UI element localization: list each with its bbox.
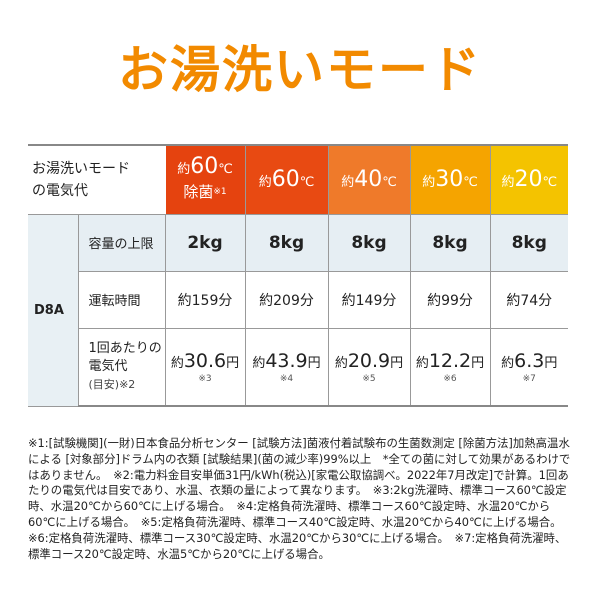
column-header-60: 約60℃ [244, 144, 329, 215]
cost-value: 30.6 [183, 349, 227, 372]
table-row-cost: 1回あたりの 電気代 (目安)※2 約30.6円 ※3 約43.9円 ※4 約20.9円… [28, 327, 568, 407]
prefix: 約 [258, 175, 272, 191]
temp: 30 [435, 167, 464, 193]
unit: 円 [471, 355, 485, 371]
cell: 約99分 [409, 270, 491, 329]
prefix: 約 [177, 162, 191, 178]
unit: ℃ [542, 175, 558, 191]
row-label: 運転時間 [77, 270, 166, 329]
cell: 8kg [409, 213, 491, 272]
prefix: 約 [501, 355, 515, 371]
temp: 60 [271, 167, 300, 193]
note-ref: ※1 [213, 187, 227, 198]
row-label: 容量の上限 [77, 213, 166, 272]
prefix: 約 [415, 355, 429, 371]
cell: 約12.2円 ※6 [409, 327, 491, 407]
model-name: D8A [28, 213, 79, 407]
row-label-line-2: 電気代 [88, 358, 128, 374]
row-label-line-3: (目安)※2 [88, 377, 136, 391]
table-row-capacity: D8A 容量の上限 2kg 8kg 8kg 8kg 8kg [28, 213, 568, 407]
note-ref: ※6 [443, 373, 457, 384]
header-label: お湯洗いモード の電気代 [28, 144, 165, 215]
row-label: 1回あたりの 電気代 (目安)※2 [77, 327, 166, 407]
table-row-run-time: 運転時間 約159分 約209分 約149分 約99分 約74分 [28, 270, 568, 329]
note-ref: ※3 [198, 373, 212, 384]
note-ref: ※7 [522, 373, 536, 384]
cost-value: 43.9 [265, 349, 308, 372]
column-header-60-sterilize: 約60℃ 除菌※1 [164, 144, 246, 215]
cell: 約149分 [327, 270, 411, 329]
cell: 約20.9円 ※5 [327, 327, 411, 407]
note-ref: ※4 [279, 373, 294, 384]
cell: 8kg [327, 213, 411, 272]
prefix: 約 [422, 175, 436, 191]
unit: 円 [544, 355, 558, 371]
prefix: 約 [170, 355, 184, 371]
cost-value: 6.3 [514, 349, 545, 372]
prefix: 約 [501, 175, 515, 191]
cell: 約159分 [164, 270, 246, 329]
cell: 約30.6円 ※3 [164, 327, 246, 407]
cost-value: 20.9 [347, 349, 391, 372]
cell: 約209分 [244, 270, 329, 329]
footnotes: ※1:[試験機関](一財)日本食品分析センター [試験方法]菌液付着試験布の生菌… [28, 436, 571, 561]
prefix: 約 [252, 355, 266, 371]
temp: 40 [354, 167, 383, 193]
cell: 8kg [244, 213, 329, 272]
cell: 約6.3円 ※7 [489, 327, 568, 407]
unit: ℃ [218, 162, 233, 178]
note-ref: ※5 [362, 373, 376, 384]
unit: ℃ [299, 175, 315, 191]
temp: 60 [190, 154, 219, 180]
unit: ℃ [463, 175, 478, 191]
cost-value: 12.2 [428, 349, 472, 372]
unit: ℃ [382, 175, 397, 191]
cell: 約43.9円 ※4 [244, 327, 329, 407]
header-label-line-2: の電気代 [32, 182, 88, 199]
prefix: 約 [334, 355, 348, 371]
sterilize-label: 除菌 [183, 183, 214, 202]
cell: 2kg [164, 213, 246, 272]
column-header-30: 約30℃ [409, 144, 491, 215]
page-title: お湯洗いモード [118, 41, 482, 99]
column-header-20: 約20℃ [489, 144, 568, 215]
electricity-cost-table: お湯洗いモード の電気代 約60℃ 除菌※1 約60℃ 約40℃ 約30℃ 約20℃… [28, 144, 568, 407]
unit: 円 [226, 355, 240, 371]
temp: 20 [514, 167, 543, 193]
unit: 円 [390, 355, 404, 371]
row-label-line-1: 1回あたりの [88, 340, 162, 356]
header-label-line-1: お湯洗いモード [32, 160, 130, 177]
prefix: 約 [341, 175, 355, 191]
cell: 8kg [489, 213, 568, 272]
header-row: お湯洗いモード の電気代 約60℃ 除菌※1 約60℃ 約40℃ 約30℃ 約20℃ [28, 144, 568, 215]
cell: 約74分 [489, 270, 568, 329]
column-header-40: 約40℃ [327, 144, 411, 215]
unit: 円 [307, 355, 321, 371]
